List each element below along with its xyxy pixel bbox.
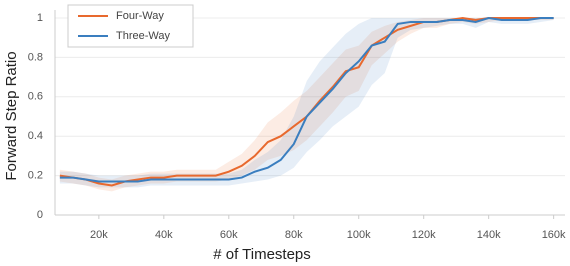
line [59, 16, 554, 183]
x-tick-label: 20k [90, 229, 108, 241]
x-tick-label: 60k [220, 229, 238, 241]
x-tick-label: 80k [285, 229, 303, 241]
x-tick-label: 100k [347, 229, 371, 241]
y-tick-label: 0 [37, 209, 43, 221]
legend-label: Four-Way [116, 10, 164, 22]
x-axis-label: # of Timesteps [213, 246, 311, 263]
x-tick-label: 140k [477, 229, 501, 241]
band [59, 18, 554, 188]
legend-label: Three-Way [116, 30, 170, 42]
y-tick-label: 0.8 [28, 51, 43, 63]
y-tick-label: 0.2 [28, 170, 43, 182]
y-tick-label: 0.6 [28, 91, 43, 103]
legend-box [67, 4, 194, 48]
x-tick-label: 160k [542, 229, 566, 241]
y-tick-label: 1 [37, 12, 43, 24]
x-tick-label: 120k [412, 229, 436, 241]
x-tick-label: 40k [155, 229, 173, 241]
band [59, 18, 554, 192]
y-tick-label: 0.4 [28, 130, 43, 142]
y-axis-label: Forward Step Ratio [3, 51, 20, 180]
